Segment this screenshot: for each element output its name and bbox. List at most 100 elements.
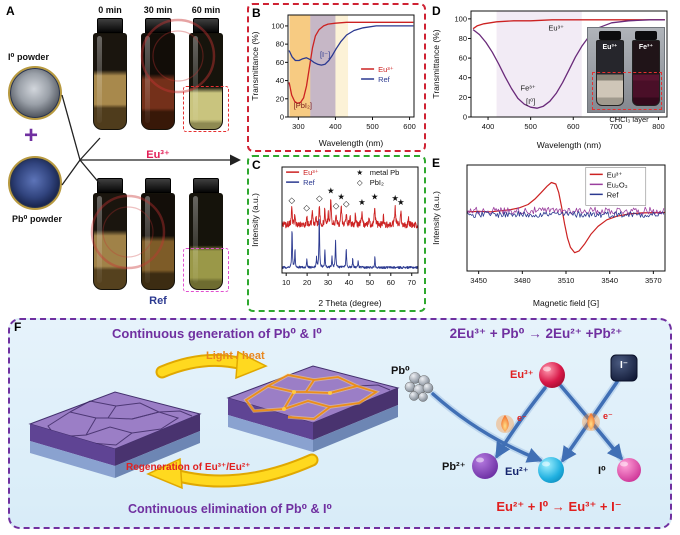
i0-powder-label: I⁰ powder — [8, 52, 49, 62]
svg-text:30: 30 — [324, 278, 332, 287]
svg-text:20: 20 — [459, 93, 467, 102]
svg-text:400: 400 — [329, 122, 342, 131]
inset-vial-eu-label: Eu³⁺ — [602, 44, 618, 51]
svg-text:◇: ◇ — [333, 200, 340, 210]
vial-ref-60min — [187, 178, 225, 292]
inset-vial-fe: Fe³⁺ — [631, 31, 661, 111]
vial-cap — [97, 178, 123, 193]
svg-text:80: 80 — [276, 40, 284, 49]
svg-text:60: 60 — [276, 58, 284, 67]
svg-text:Transmittance (%): Transmittance (%) — [431, 29, 441, 98]
svg-text:★: ★ — [371, 191, 379, 201]
vial-cap — [599, 31, 621, 40]
vial-eu-30min — [139, 18, 177, 132]
svg-text:Intensity (a.u.): Intensity (a.u.) — [431, 191, 441, 245]
vial-ref-30min — [139, 178, 177, 292]
vial-body — [93, 33, 127, 130]
svg-text:100: 100 — [271, 21, 284, 30]
chcl3-transmittance-chart: 400 500 600 700 800 0 20 40 60 80 100 Wavelength (n… — [431, 10, 668, 150]
chcl3-vials-photo: Eu³⁺ Fe³⁺ — [587, 27, 665, 113]
reduction-equation: Eu²⁺ + I⁰ → Eu³⁺ + I⁻ — [496, 499, 622, 514]
eu2-sphere — [538, 457, 564, 483]
elimination-title: Continuous elimination of Pb⁰ & I⁰ — [128, 502, 332, 516]
vial-cap — [145, 18, 171, 33]
time-label-0min: 0 min — [98, 5, 122, 15]
oxidation-equation: 2Eu³⁺ + Pb⁰ → 2Eu²⁺ +Pb²⁺ — [449, 326, 623, 341]
panel-f-label: F — [14, 320, 22, 334]
svg-text:◇: ◇ — [343, 199, 350, 209]
svg-text:3570: 3570 — [645, 276, 662, 285]
vial-body — [189, 193, 223, 290]
svg-text:Eu₂O₃: Eu₂O₃ — [607, 180, 628, 189]
vial-eu-60min — [187, 18, 225, 132]
uvvis-transmittance-chart: 300 400 500 600 0 20 40 60 80 100 Wavelength (nm) T… — [250, 14, 416, 148]
electron-flame-left — [496, 415, 514, 433]
svg-text:★: ★ — [397, 197, 405, 207]
pb0-label: Pb⁰ — [391, 365, 410, 377]
svg-text:3540: 3540 — [601, 276, 618, 285]
svg-text:◇: ◇ — [316, 193, 323, 203]
svg-text:Eu³⁺: Eu³⁺ — [378, 65, 394, 74]
svg-text:Intensity (a.u.): Intensity (a.u.) — [250, 193, 260, 247]
svg-text:70: 70 — [408, 278, 416, 287]
inset-vial-fe-label: Fe³⁺ — [638, 44, 654, 51]
vial-cap — [193, 178, 219, 193]
svg-text:PbI₂: PbI₂ — [370, 178, 384, 187]
i0-sphere — [617, 458, 641, 482]
inset-vial-eu: Eu³⁺ — [595, 31, 625, 111]
i0-powder-photo — [8, 66, 62, 120]
svg-text:50: 50 — [366, 278, 374, 287]
panel-c-label: C — [252, 158, 261, 172]
svg-text:◇: ◇ — [357, 178, 363, 187]
svg-text:500: 500 — [524, 122, 537, 131]
svg-text:metal Pb: metal Pb — [370, 168, 400, 177]
panel-f: F Continuous generation of Pb⁰ & I⁰ Cont… — [8, 318, 672, 529]
electron-label-left: e⁻ — [517, 413, 527, 423]
time-label-60min: 60 min — [191, 5, 221, 15]
panel-a-label: A — [6, 4, 15, 18]
svg-text:500: 500 — [366, 122, 379, 131]
svg-text:Eu³⁺: Eu³⁺ — [607, 170, 623, 179]
svg-text:★: ★ — [358, 197, 366, 207]
perovskite-film-illustration — [29, 350, 399, 490]
chcl3-layer-caption: CHCl₃ layer — [609, 115, 649, 124]
eu-row-label: Eu³⁺ — [146, 149, 170, 161]
svg-text:[PbI₂]: [PbI₂] — [294, 101, 312, 110]
highlight-box-eu-60min — [183, 86, 229, 132]
plus-sign: + — [24, 122, 39, 149]
vial-cap — [145, 178, 171, 193]
svg-text:40: 40 — [276, 76, 284, 85]
svg-text:Wavelength (nm): Wavelength (nm) — [319, 138, 384, 148]
svg-text:3480: 3480 — [514, 276, 531, 285]
svg-text:★: ★ — [337, 191, 345, 201]
svg-text:3450: 3450 — [470, 276, 487, 285]
svg-text:[I⁻]: [I⁻] — [320, 50, 330, 59]
svg-text:★: ★ — [356, 168, 363, 177]
svg-text:★: ★ — [391, 193, 399, 203]
svg-text:20: 20 — [276, 94, 284, 103]
electron-label-right: e⁻ — [603, 411, 613, 421]
svg-text:40: 40 — [345, 278, 353, 287]
vial-body — [189, 33, 223, 130]
electron-transfer-arrows — [431, 380, 623, 463]
pb2-label: Pb²⁺ — [442, 461, 466, 473]
svg-text:Magnetic field [G]: Magnetic field [G] — [533, 298, 599, 308]
svg-text:0: 0 — [463, 113, 467, 122]
panel-b-label: B — [252, 6, 261, 20]
svg-text:Wavelength (nm): Wavelength (nm) — [537, 140, 602, 150]
panel-c: C 10 20 30 40 50 60 70 2 Theta (degree) Intensit… — [247, 155, 426, 312]
svg-text:20: 20 — [303, 278, 311, 287]
vial-cap — [193, 18, 219, 33]
svg-text:Transmittance (%): Transmittance (%) — [250, 31, 260, 100]
i-minus-label: I⁻ — [619, 360, 629, 371]
epr-chart: 3450 3480 3510 3540 3570 Magnetic field [G] In… — [431, 164, 666, 308]
light-heat-label: Light / heat — [206, 350, 265, 362]
svg-text:100: 100 — [454, 14, 467, 23]
panel-e: E 3450 3480 3510 3540 3570 Magnetic field [G]… — [430, 155, 678, 313]
svg-text:10: 10 — [282, 278, 290, 287]
svg-text:600: 600 — [567, 122, 580, 131]
svg-text:300: 300 — [292, 122, 305, 131]
svg-text:3510: 3510 — [558, 276, 575, 285]
eu3-label: Eu³⁺ — [510, 369, 534, 381]
